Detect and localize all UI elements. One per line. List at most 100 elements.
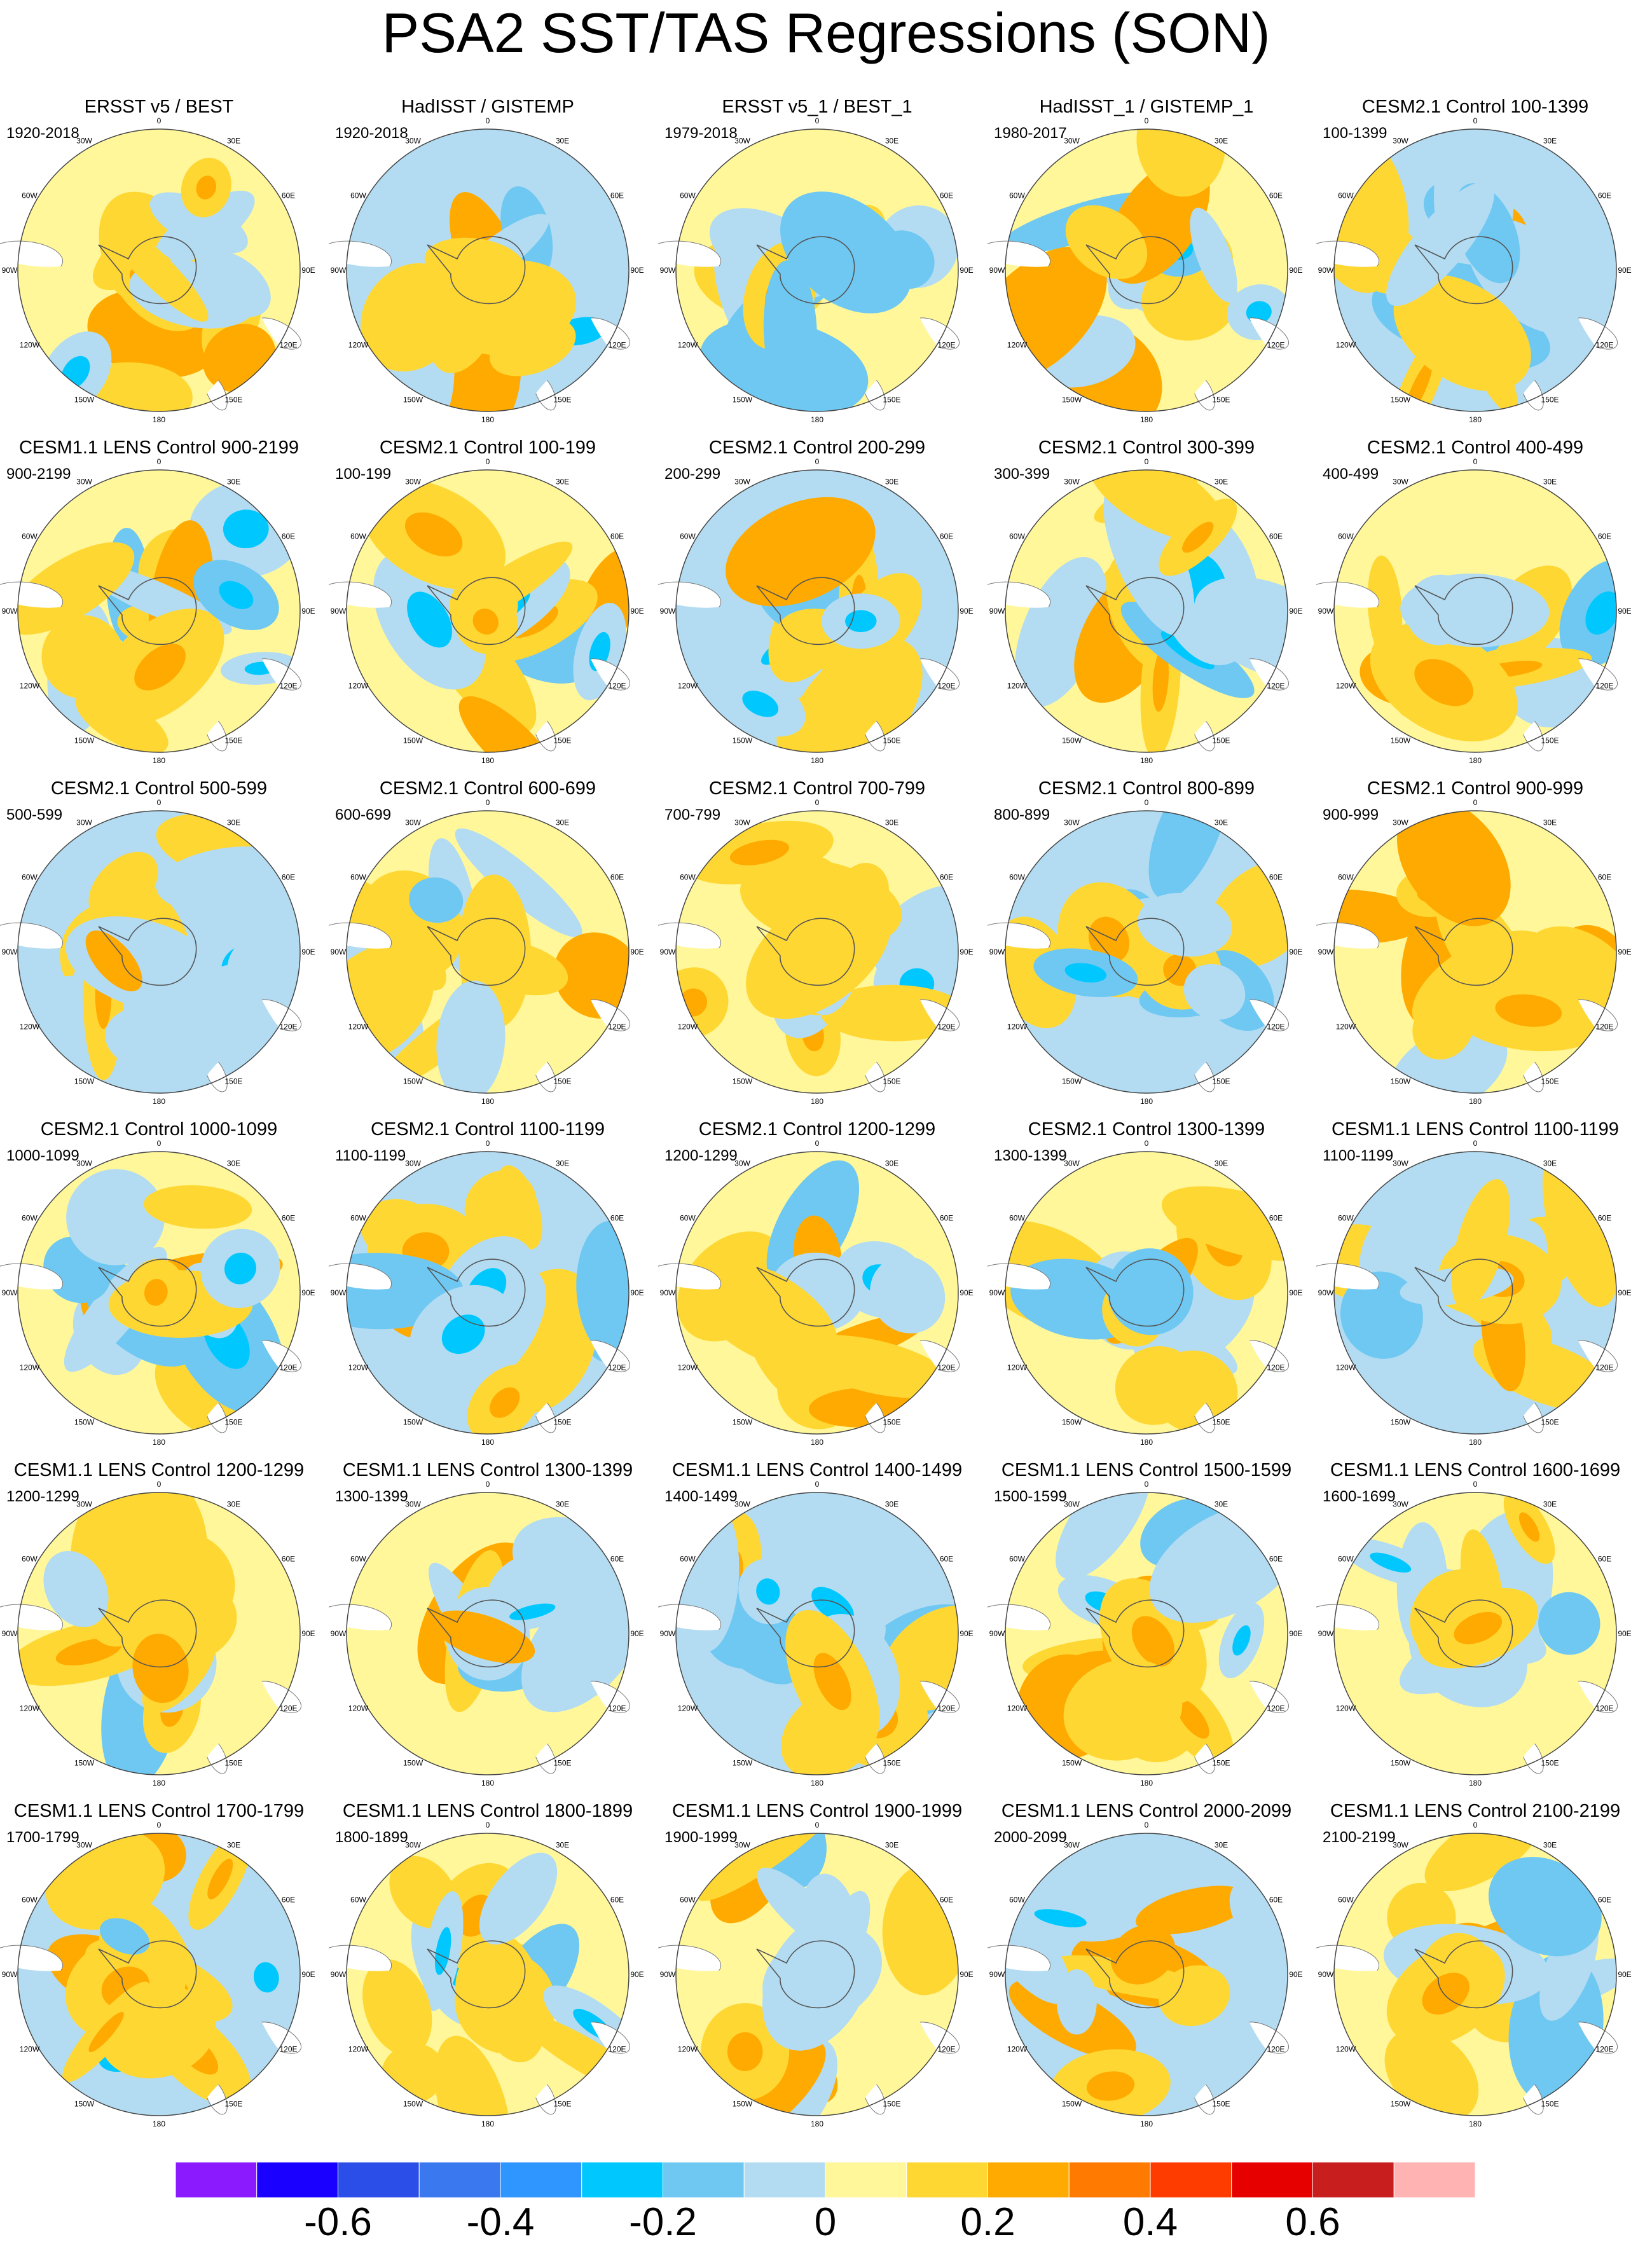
longitude-label: 120W bbox=[1007, 341, 1028, 350]
longitude-label: 0 bbox=[1473, 116, 1478, 125]
longitude-label: 0 bbox=[486, 1821, 490, 1829]
longitude-label: 120E bbox=[609, 2045, 626, 2054]
longitude-label: 90E bbox=[1618, 1629, 1631, 1638]
longitude-label: 30E bbox=[556, 818, 569, 827]
longitude-label: 60E bbox=[1269, 1896, 1283, 1905]
polar-map: 0 30E 60E 90E 120E 150E 180 150W 120W 90W 60W 30W bbox=[329, 1480, 644, 1788]
longitude-label: 180 bbox=[481, 415, 494, 424]
polar-map: 0 30E 60E 90E 120E 150E 180 150W 120W 90W 60W 30W bbox=[658, 457, 974, 765]
colorbar-tick-labels: -0.6 -0.4 -0.2 0 0.2 0.4 0.6 bbox=[0, 2201, 1652, 2246]
longitude-label: 150W bbox=[733, 1759, 753, 1768]
longitude-label: 120E bbox=[1596, 1023, 1614, 1031]
longitude-label: 30E bbox=[1543, 136, 1557, 145]
polar-map: 0 30E 60E 90E 120E 150E 180 150W 120W 90W 60W 30W bbox=[988, 1139, 1303, 1447]
strong-positive-core bbox=[1131, 1616, 1175, 1667]
polar-map: 0 30E 60E 90E 120E 150E 180 150W 120W 90W 60W 30W bbox=[1316, 116, 1632, 424]
anomaly-contours bbox=[694, 191, 958, 411]
longitude-label: 60W bbox=[350, 191, 366, 200]
longitude-label: 90W bbox=[660, 947, 676, 956]
antarctica-coastline bbox=[756, 1258, 855, 1327]
strong-negative-core bbox=[845, 610, 877, 633]
polar-map: 0 30E 60E 90E 120E 150E 180 150W 120W 90W 60W 30W bbox=[329, 798, 644, 1106]
negative-anomaly-region bbox=[1386, 181, 1494, 307]
longitude-label: 120W bbox=[348, 682, 369, 691]
longitude-label: 90E bbox=[301, 1288, 315, 1297]
longitude-label: 90W bbox=[331, 266, 347, 275]
negative-anomaly-region bbox=[1103, 478, 1195, 637]
longitude-label: 0 bbox=[1473, 1139, 1478, 1148]
longitude-label: 30W bbox=[1064, 1840, 1080, 1849]
negative-anomaly-region bbox=[1056, 1492, 1150, 1580]
longitude-label: 90W bbox=[660, 607, 676, 616]
longitude-label: 90W bbox=[2, 1970, 18, 1979]
colorbar-segment bbox=[500, 2162, 582, 2198]
antarctica-coastline bbox=[1414, 1258, 1513, 1327]
longitude-label: 60E bbox=[610, 1555, 624, 1564]
strong-negative-core bbox=[1585, 591, 1616, 635]
longitude-label: 180 bbox=[1469, 1779, 1482, 1788]
strong-positive-core bbox=[1152, 649, 1169, 712]
longitude-label: 60E bbox=[1598, 191, 1611, 200]
negative-anomaly-region bbox=[763, 260, 817, 404]
longitude-label: 90E bbox=[630, 607, 644, 616]
longitude-label: 150W bbox=[74, 736, 95, 745]
map-boundary bbox=[346, 469, 630, 753]
map-boundary bbox=[1005, 1492, 1288, 1775]
longitude-label: 60W bbox=[22, 1214, 38, 1223]
longitude-label: 180 bbox=[1140, 415, 1153, 424]
longitude-label: 120W bbox=[1336, 1023, 1356, 1031]
colorbar-segment bbox=[256, 2162, 338, 2198]
negative-anomaly-region bbox=[1148, 811, 1229, 899]
longitude-label: 30W bbox=[1064, 477, 1080, 486]
longitude-label: 150W bbox=[1391, 1077, 1411, 1086]
longitude-label: 30W bbox=[76, 1840, 92, 1849]
longitude-label: 180 bbox=[153, 415, 165, 424]
longitude-label: 90W bbox=[1318, 947, 1334, 956]
longitude-label: 120E bbox=[1596, 1704, 1614, 1713]
polar-map: 0 30E 60E 90E 120E 150E 180 150W 120W 90W 60W 30W bbox=[329, 1821, 644, 2128]
anomaly-contours bbox=[1005, 129, 1288, 411]
panel-period: 1600-1699 bbox=[1323, 1488, 1396, 1505]
longitude-label: 0 bbox=[157, 798, 162, 807]
longitude-label: 150W bbox=[403, 1418, 423, 1427]
longitude-label: 150W bbox=[733, 1418, 753, 1427]
colorbar-segment bbox=[825, 2162, 907, 2198]
longitude-label: 60W bbox=[1009, 191, 1025, 200]
panel-period: 900-999 bbox=[1323, 806, 1379, 823]
longitude-label: 60E bbox=[610, 191, 624, 200]
positive-anomaly-region bbox=[553, 932, 629, 1019]
negative-anomaly-region bbox=[149, 192, 248, 254]
panel-period: 700-799 bbox=[664, 806, 721, 823]
negative-anomaly-region bbox=[780, 191, 912, 313]
longitude-label: 90E bbox=[301, 607, 315, 616]
colorbar-segment bbox=[1231, 2162, 1313, 2198]
longitude-label: 60W bbox=[1338, 873, 1354, 882]
polar-map: 0 30E 60E 90E 120E 150E 180 150W 120W 90W 60W 30W bbox=[988, 1480, 1303, 1788]
longitude-label: 30E bbox=[885, 818, 898, 827]
longitude-label: 60W bbox=[1338, 1214, 1354, 1223]
negative-anomaly-region bbox=[762, 1913, 872, 2051]
longitude-label: 150W bbox=[733, 736, 753, 745]
strong-positive-core bbox=[1431, 837, 1477, 888]
longitude-label: 90E bbox=[1289, 1629, 1302, 1638]
longitude-label: 30W bbox=[405, 1159, 421, 1168]
panel-title: CESM2.1 Control 800-899 bbox=[1038, 778, 1255, 799]
panel-title: ERSST v5_1 / BEST_1 bbox=[722, 97, 912, 117]
panel-title: ERSST v5 / BEST bbox=[84, 97, 234, 117]
panel-title: CESM1.1 LENS Control 1900-1999 bbox=[671, 1801, 963, 1821]
polar-map: 0 30E 60E 90E 120E 150E 180 150W 120W 90W 60W 30W bbox=[1316, 1139, 1632, 1447]
colorbar-segment bbox=[1312, 2162, 1394, 2198]
longitude-label: 60E bbox=[610, 1896, 624, 1905]
anomaly-contours bbox=[1005, 811, 1288, 1031]
longitude-label: 180 bbox=[811, 756, 823, 765]
longitude-label: 0 bbox=[815, 1480, 820, 1489]
longitude-label: 120W bbox=[1336, 682, 1356, 691]
panel-title: HadISST_1 / GISTEMP_1 bbox=[1039, 97, 1254, 117]
map-boundary bbox=[675, 1492, 959, 1775]
positive-anomaly-region bbox=[795, 1335, 953, 1398]
longitude-label: 60W bbox=[680, 1896, 696, 1905]
longitude-label: 30E bbox=[1215, 1499, 1228, 1508]
longitude-label: 30E bbox=[1215, 1159, 1228, 1168]
panel-period: 1980-2017 bbox=[994, 125, 1067, 142]
longitude-label: 30W bbox=[1393, 1840, 1408, 1849]
